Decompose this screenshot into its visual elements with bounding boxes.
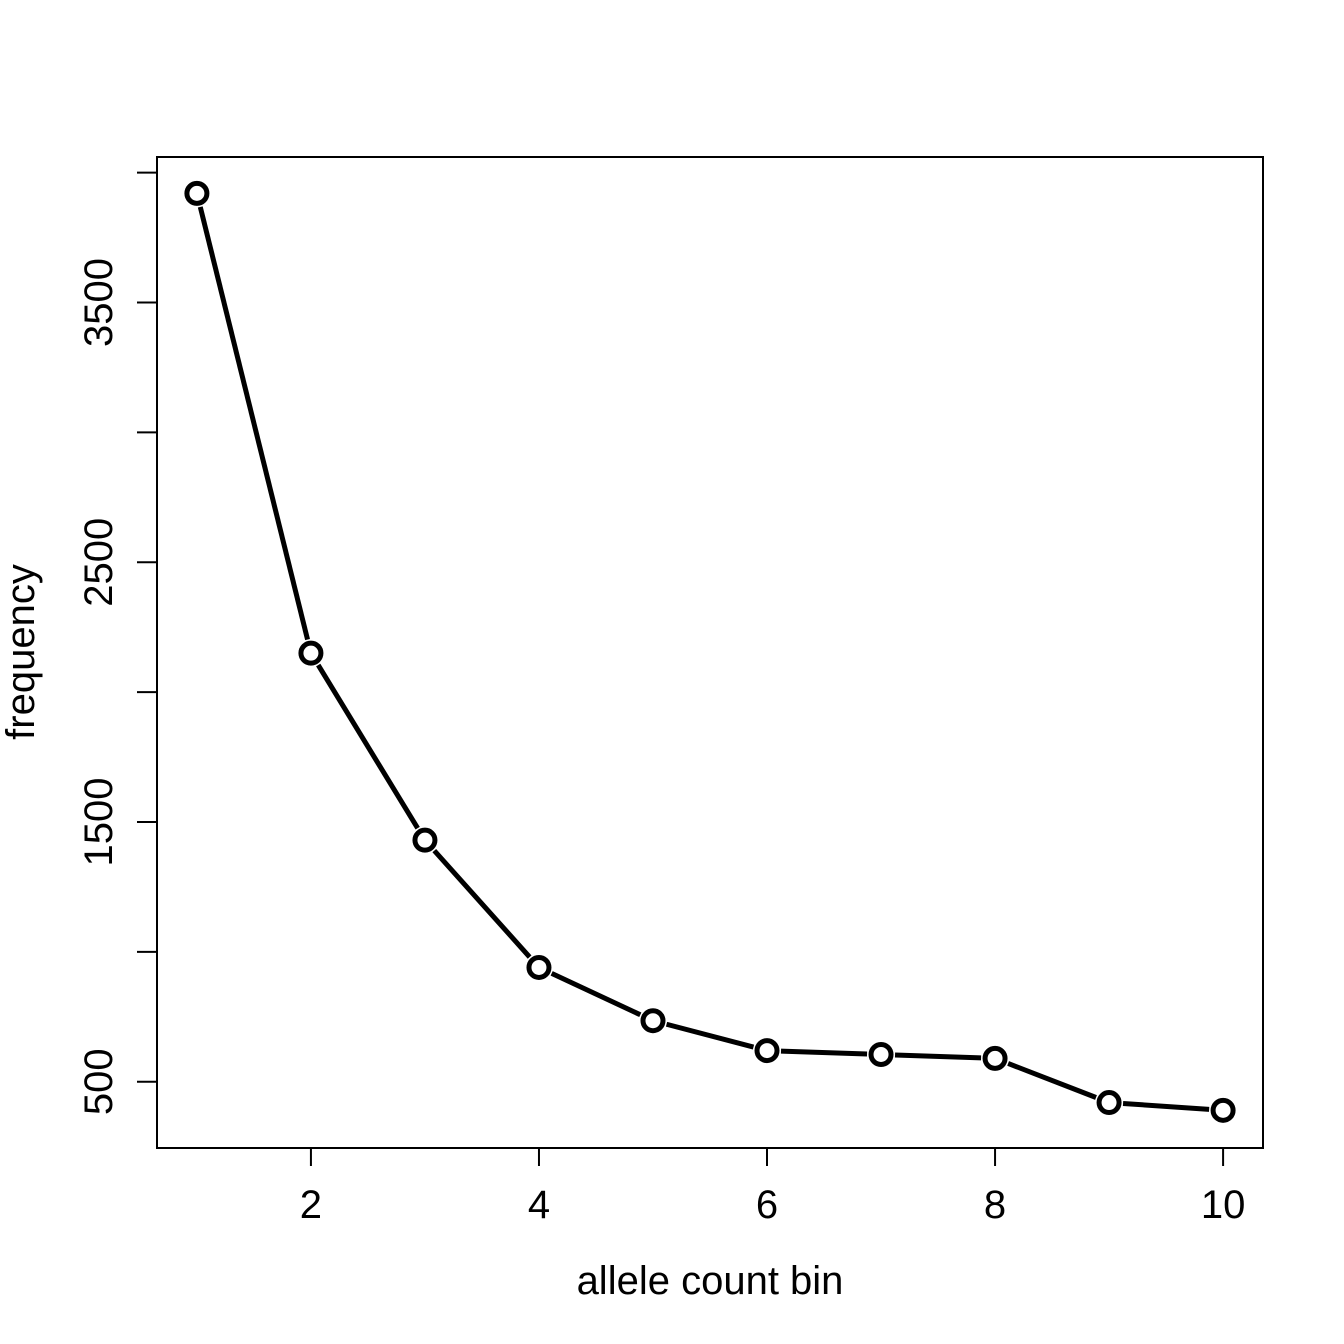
- y-axis-title: frequency: [0, 564, 43, 740]
- data-point: [868, 1041, 894, 1067]
- data-point: [640, 1008, 666, 1034]
- data-point: [184, 180, 210, 206]
- x-tick-label: 6: [756, 1183, 778, 1227]
- series-line-segment: [316, 663, 420, 830]
- y-tick-label: 2500: [77, 518, 121, 607]
- data-point: [412, 827, 438, 853]
- plot-frame: [156, 156, 1264, 1149]
- series-line-segment: [665, 1021, 755, 1050]
- x-tick-label: 10: [1201, 1183, 1246, 1227]
- series-line-segment: [1007, 1061, 1097, 1100]
- y-tick-label: 3500: [77, 258, 121, 347]
- data-point: [526, 954, 552, 980]
- data-point: [982, 1045, 1008, 1071]
- data-point: [1096, 1090, 1122, 1116]
- series-line-segment: [550, 971, 642, 1018]
- data-point: [298, 640, 324, 666]
- x-tick-label: 8: [984, 1183, 1006, 1227]
- y-tick-label: 500: [77, 1048, 121, 1115]
- y-axis: 500 1500 2500 3500: [77, 171, 157, 1115]
- series-group: [184, 180, 1236, 1123]
- data-point: [754, 1038, 780, 1064]
- x-tick-label: 2: [300, 1183, 322, 1227]
- series-line-segment: [1122, 1101, 1210, 1112]
- x-axis-title: allele count bin: [577, 1259, 844, 1303]
- series-line-segment: [780, 1048, 868, 1057]
- series-line-segment: [432, 848, 532, 959]
- data-point: [1210, 1097, 1236, 1123]
- series-line-segment: [894, 1052, 982, 1061]
- series-line-segment: [197, 206, 310, 641]
- x-axis: 2 4 6 8 10: [300, 1148, 1246, 1227]
- x-tick-label: 4: [528, 1183, 550, 1227]
- y-tick-label: 1500: [77, 778, 121, 867]
